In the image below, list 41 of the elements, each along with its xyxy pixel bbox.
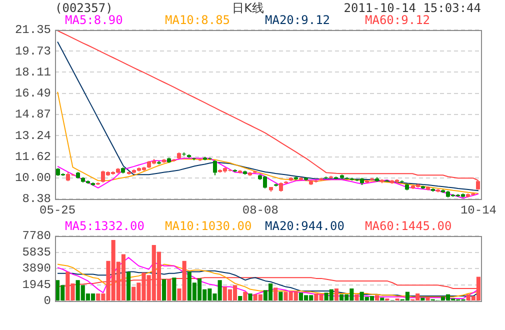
text: MA10:8.85: [165, 13, 230, 28]
y-tick-label: 11.62: [14, 150, 51, 164]
bar: [278, 292, 283, 300]
y-tick-label: 1945: [22, 278, 51, 292]
chart-title: 日K线: [232, 1, 264, 15]
y-tick-label: 18.11: [14, 65, 51, 80]
chart-subtitle: (002357): [55, 1, 113, 15]
bar: [426, 296, 430, 300]
bar: [420, 298, 425, 300]
y-tick-label: 5835: [22, 245, 51, 260]
bar: [248, 293, 252, 300]
bar: [126, 272, 131, 300]
bar: [162, 279, 166, 300]
y-tick-label: 14.87: [14, 108, 51, 122]
y-tick-label: 19.73: [14, 44, 51, 58]
bar: [334, 288, 338, 300]
bar: [380, 298, 384, 300]
y-tick-label: 13.24: [14, 128, 51, 143]
text: MA60:1445.00: [365, 219, 452, 234]
text: MA10:1030.00: [165, 219, 252, 234]
bar: [172, 278, 176, 300]
y-tick-label: 21.35: [14, 23, 51, 38]
text: MA20:944.00: [265, 219, 344, 234]
y-tick-label: 3890: [22, 262, 51, 276]
y-tick-label: 0: [44, 294, 51, 308]
x-tick-label: 10-14: [460, 203, 496, 218]
x-tick-label: 08-08: [242, 203, 278, 218]
text: MA5:8.90: [65, 13, 123, 28]
bar: [274, 288, 278, 300]
bar: [354, 294, 359, 300]
bar: [238, 296, 242, 300]
y-tick-label: 10.00: [14, 171, 51, 186]
text: MA20:9.12: [265, 13, 330, 28]
y-tick-label: 7780: [22, 229, 51, 244]
text: 2011-10-14 15:03:44: [344, 1, 481, 15]
y-tick-label: 16.49: [14, 86, 51, 100]
bar: [243, 292, 248, 300]
text: MA5:1332.00: [65, 219, 144, 234]
bar: [375, 295, 380, 300]
text: MA60:9.12: [365, 13, 430, 28]
bar: [167, 279, 172, 300]
